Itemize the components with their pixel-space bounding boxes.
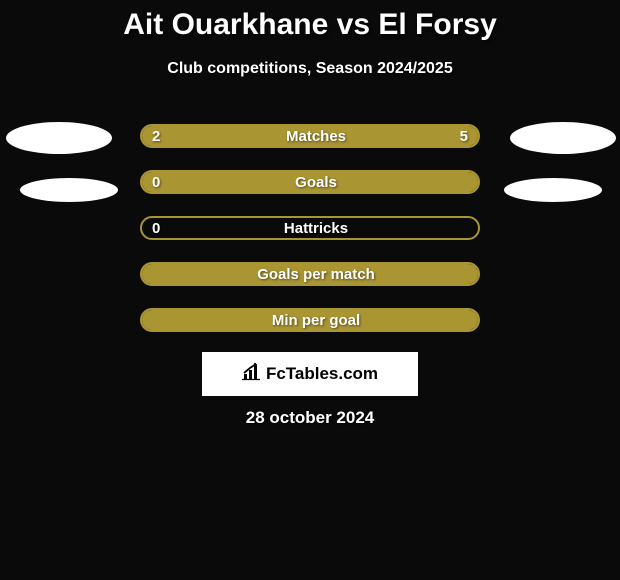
title-player1: Ait Ouarkhane xyxy=(123,8,328,41)
subtitle: Club competitions, Season 2024/2025 xyxy=(0,60,620,78)
bar-label: Goals xyxy=(142,172,478,192)
avatar-player2 xyxy=(510,122,616,154)
stat-bar: Goals per match xyxy=(140,262,480,286)
title-player2: El Forsy xyxy=(378,8,496,41)
logo: FcTables.com xyxy=(242,363,378,386)
title-vs: vs xyxy=(337,8,370,41)
stat-bar: Min per goal xyxy=(140,308,480,332)
comparison-bars: 25Matches 0Goals 0Hattricks Goals per match… xyxy=(140,124,480,354)
logo-text: FcTables.com xyxy=(266,364,378,384)
badge-player1 xyxy=(20,178,118,202)
logo-box: FcTables.com xyxy=(202,352,418,396)
date-label: 28 october 2024 xyxy=(0,408,620,428)
bar-label: Matches xyxy=(142,126,478,146)
stat-bar: 0Goals xyxy=(140,170,480,194)
stat-bar: 0Hattricks xyxy=(140,216,480,240)
bar-label: Hattricks xyxy=(142,218,478,238)
badge-player2 xyxy=(504,178,602,202)
stat-bar: 25Matches xyxy=(140,124,480,148)
bar-label: Min per goal xyxy=(142,310,478,330)
page-title: Ait Ouarkhane vs El Forsy xyxy=(0,0,620,42)
bar-label: Goals per match xyxy=(142,264,478,284)
avatar-player1 xyxy=(6,122,112,154)
chart-icon xyxy=(242,363,264,386)
